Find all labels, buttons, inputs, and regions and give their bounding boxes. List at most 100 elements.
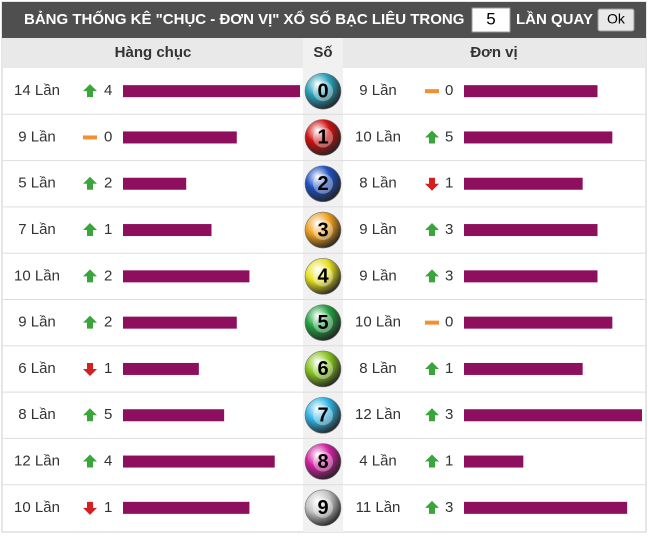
trend-delta: 0 — [445, 82, 453, 99]
count-bar — [123, 409, 225, 422]
digit-ball-face — [313, 451, 333, 472]
count-label: 4 Lần — [359, 453, 397, 470]
column-header: Hàng chục — [115, 44, 192, 61]
count-label: 10 Lần — [14, 499, 60, 516]
trend-delta: 0 — [445, 314, 453, 331]
column-header: Đơn vị — [470, 44, 517, 61]
trend-delta: 1 — [104, 221, 112, 238]
trend-flat-icon — [83, 135, 97, 140]
count-label: 8 Lần — [359, 175, 397, 192]
count-label: 9 Lần — [18, 314, 56, 331]
count-label: 12 Lần — [355, 406, 401, 423]
digit-ball-face — [313, 266, 333, 287]
trend-delta: 0 — [104, 128, 112, 145]
column-header: Số — [313, 44, 332, 61]
digit-ball-face — [313, 127, 333, 148]
trend-flat-icon — [425, 89, 439, 94]
count-label: 12 Lần — [14, 453, 60, 470]
count-label: 9 Lần — [359, 221, 397, 238]
count-label: 10 Lần — [355, 314, 401, 331]
count-bar — [464, 85, 598, 98]
trend-delta: 2 — [104, 314, 112, 331]
trend-up-icon — [425, 269, 439, 283]
trend-up-icon — [83, 176, 97, 190]
trend-up-icon — [425, 361, 439, 375]
count-bar — [123, 224, 212, 237]
count-bar — [123, 362, 199, 375]
trend-up-icon — [83, 269, 97, 283]
count-label: 7 Lần — [18, 221, 56, 238]
count-bar — [464, 131, 613, 144]
title-suffix: LẦN QUAY — [516, 11, 593, 28]
trend-delta: 3 — [445, 267, 453, 284]
trend-delta: 1 — [104, 499, 112, 516]
digit: 6 — [317, 358, 328, 380]
digit-ball-face — [313, 405, 333, 426]
digit: 5 — [317, 312, 328, 334]
trend-up-icon — [425, 130, 439, 144]
trend-delta: 4 — [104, 82, 112, 99]
digit: 4 — [317, 266, 329, 288]
trend-up-icon — [83, 454, 97, 468]
trend-delta: 1 — [445, 360, 453, 377]
trend-up-icon — [83, 315, 97, 329]
trend-delta: 2 — [104, 175, 112, 192]
count-bar — [123, 455, 275, 468]
digit-ball — [304, 165, 342, 203]
trend-up-icon — [83, 84, 97, 98]
ok-button-label[interactable]: Ok — [607, 11, 626, 27]
trend-delta: 3 — [445, 499, 453, 516]
rounds-input[interactable] — [471, 7, 511, 33]
count-label: 5 Lần — [18, 175, 56, 192]
count-bar — [123, 316, 237, 329]
digit-ball — [304, 350, 342, 388]
count-bar — [123, 131, 237, 144]
trend-up-icon — [425, 454, 439, 468]
trend-down-icon — [425, 177, 439, 191]
digit: 3 — [317, 219, 328, 241]
trend-delta: 5 — [445, 128, 453, 145]
digit-ball-face — [313, 312, 333, 333]
rounds-value[interactable]: 5 — [486, 9, 495, 28]
digit-ball-face — [313, 173, 333, 194]
digit-ball-face — [313, 81, 333, 102]
count-bar — [123, 501, 250, 514]
title-bar — [2, 2, 646, 38]
digit: 8 — [317, 451, 328, 473]
digit: 2 — [317, 173, 328, 195]
digit-ball — [304, 72, 342, 110]
count-bar — [123, 270, 250, 283]
digit-ball-face — [313, 220, 333, 241]
digit-ball — [304, 304, 342, 341]
digit-ball — [304, 258, 342, 295]
digit-ball — [304, 443, 342, 480]
count-label: 6 Lần — [18, 360, 56, 377]
trend-delta: 3 — [445, 221, 453, 238]
count-bar — [464, 455, 524, 468]
count-bar — [464, 409, 642, 422]
count-bar — [464, 270, 598, 283]
count-bar — [464, 362, 583, 375]
trend-delta: 1 — [445, 453, 453, 470]
trend-delta: 1 — [445, 175, 453, 192]
trend-delta: 1 — [104, 360, 112, 377]
trend-up-icon — [83, 223, 97, 237]
count-bar — [123, 85, 300, 98]
digit: 1 — [317, 127, 328, 149]
digit: 7 — [317, 405, 328, 427]
count-label: 9 Lần — [359, 267, 397, 284]
count-label: 8 Lần — [359, 360, 397, 377]
trend-down-icon — [83, 362, 97, 376]
trend-flat-icon — [425, 320, 439, 325]
digit-ball — [304, 211, 342, 249]
count-label: 11 Lần — [356, 499, 401, 516]
digit-ball-face — [313, 358, 333, 379]
count-label: 10 Lần — [14, 267, 60, 284]
digit-ball — [304, 396, 342, 434]
trend-delta: 4 — [104, 453, 112, 470]
ok-button[interactable] — [597, 8, 635, 32]
count-label: 10 Lần — [355, 128, 401, 145]
count-label: 9 Lần — [359, 82, 397, 99]
trend-up-icon — [425, 223, 439, 237]
